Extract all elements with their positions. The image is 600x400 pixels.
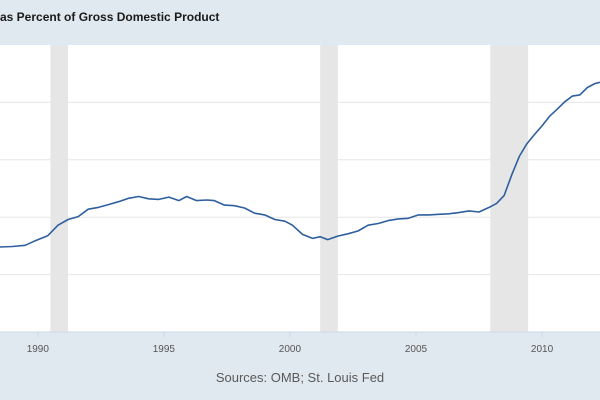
x-tick-label: 1990	[27, 344, 50, 355]
x-tick-label: 1995	[153, 344, 176, 355]
chart-title: as Percent of Gross Domestic Product	[0, 10, 220, 24]
x-tick-label: 2010	[531, 344, 554, 355]
x-axis-ticks: 1990 1995 2000 2005 2010	[27, 332, 554, 355]
source-note: Sources: OMB; St. Louis Fed	[215, 370, 385, 385]
recession-bands	[50, 45, 529, 332]
x-tick-label: 2000	[279, 344, 302, 355]
recession-band-2	[320, 45, 338, 332]
grid-lines	[0, 101, 600, 276]
recession-band-3	[490, 45, 529, 332]
recession-band-1	[50, 45, 69, 332]
series-line	[0, 81, 600, 248]
x-tick-label: 2005	[405, 344, 428, 355]
